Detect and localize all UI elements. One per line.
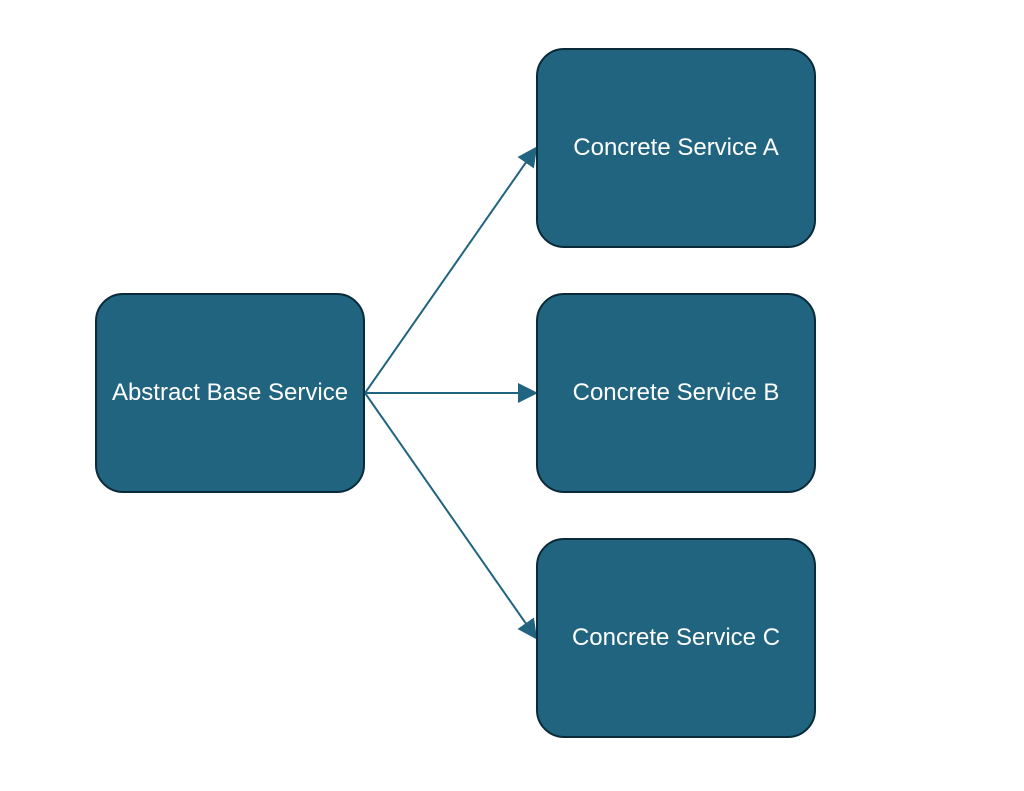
node-label: Concrete Service A: [573, 132, 778, 163]
node-base: Abstract Base Service: [95, 293, 365, 493]
node-label: Abstract Base Service: [112, 377, 348, 408]
edge-base-to-svc_c: [365, 393, 536, 638]
node-svc_c: Concrete Service C: [536, 538, 816, 738]
node-label: Concrete Service C: [572, 622, 780, 653]
node-label: Concrete Service B: [573, 377, 780, 408]
edge-base-to-svc_a: [365, 148, 536, 393]
node-svc_a: Concrete Service A: [536, 48, 816, 248]
diagram-canvas: Abstract Base Service Concrete Service A C…: [0, 0, 1024, 791]
node-svc_b: Concrete Service B: [536, 293, 816, 493]
